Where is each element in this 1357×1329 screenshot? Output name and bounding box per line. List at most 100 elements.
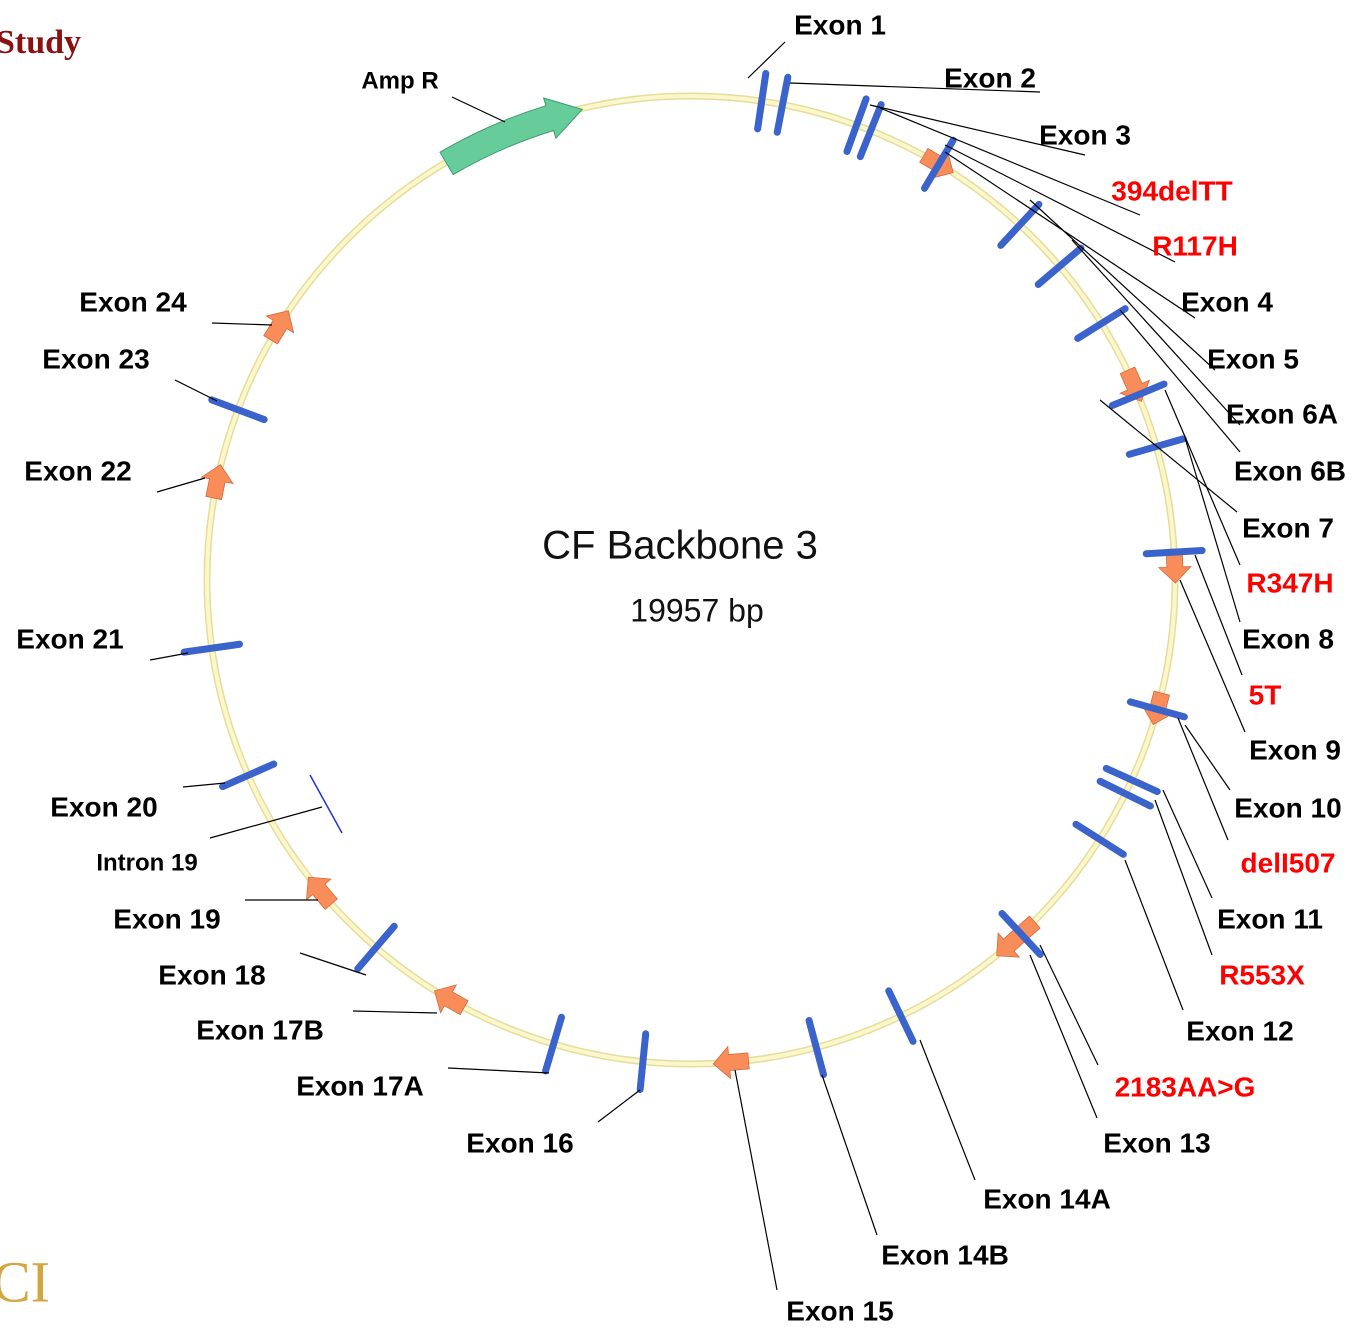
exon-bar (219, 760, 278, 791)
leader-line (1029, 199, 1216, 371)
leader-line (149, 652, 189, 661)
feature-label: Exon 8 (1242, 623, 1334, 654)
feature-label: Exon 17B (196, 1014, 324, 1045)
exon-bar (843, 95, 870, 156)
leader-line (156, 477, 206, 493)
feature-label: Exon 6A (1226, 398, 1338, 429)
map-size: 19957 bp (630, 592, 763, 628)
leader-line (879, 107, 1141, 216)
leader-line (182, 782, 226, 788)
leader-line (734, 1069, 778, 1291)
leader-line (1119, 309, 1241, 453)
feature-label: Exon 20 (50, 791, 157, 822)
feature-arrow (434, 984, 469, 1016)
feature-label: Exon 23 (42, 343, 149, 374)
feature-label: 5T (1249, 679, 1282, 710)
leader-line (789, 82, 1041, 93)
leader-line (1162, 789, 1213, 899)
feature-label: Exon 21 (16, 623, 123, 654)
feature-label: R347H (1246, 567, 1333, 598)
leader-line (919, 1039, 976, 1181)
feature-label: Exon 24 (79, 286, 187, 317)
feature-label: Exon 9 (1249, 734, 1341, 765)
exon-bar (1096, 777, 1154, 810)
map-name: CF Backbone 3 (542, 524, 818, 568)
exon-bar (208, 396, 268, 424)
feature-label: Amp R (361, 67, 438, 94)
feature-label: Exon 22 (24, 455, 131, 486)
exon-bar (920, 136, 957, 192)
exon-bar (542, 1013, 565, 1075)
exon-bar (998, 909, 1044, 958)
feature-label: Exon 11 (1217, 903, 1323, 934)
logo: CI (0, 1249, 50, 1314)
feature-arrow (712, 1045, 750, 1080)
exon-bar (997, 200, 1043, 249)
exon-bar (805, 1016, 828, 1079)
exon-bar (885, 987, 917, 1045)
leader-line (1029, 954, 1098, 1119)
feature-label: Exon 1 (794, 9, 886, 40)
exon-bar (1072, 820, 1127, 858)
leader-line (352, 1010, 438, 1014)
leader-line (451, 96, 506, 123)
leader-line (747, 41, 786, 79)
leader-line (1184, 437, 1241, 623)
intron-marker (309, 774, 343, 834)
feature-label: R117H (1152, 230, 1238, 261)
exon-bar (754, 69, 770, 133)
feature-label: Exon 10 (1234, 792, 1341, 823)
feature-label: Exon 14B (881, 1239, 1009, 1270)
feature-label: Exon 14A (983, 1183, 1111, 1214)
leader-line (1071, 239, 1241, 426)
leader-line (1184, 724, 1231, 791)
exon-bar (636, 1030, 650, 1093)
leader-line (299, 952, 367, 976)
leader-line (944, 151, 1196, 319)
feature-label: Intron 19 (96, 849, 197, 876)
feature-label: Exon 16 (466, 1127, 573, 1158)
feature-label: Exon 18 (158, 959, 265, 990)
feature-label: Exon 12 (1186, 1015, 1293, 1046)
leader-line (209, 806, 323, 839)
exon-bar (1108, 380, 1168, 409)
amp-r-arrow (439, 97, 584, 176)
leader-line (821, 1074, 878, 1236)
exon-bar (1126, 698, 1188, 721)
feature-label: Exon 15 (786, 1295, 893, 1326)
leader-line (1124, 859, 1184, 1011)
leader-line (1039, 944, 1099, 1066)
leader-line (1099, 399, 1238, 513)
exon-bar (1102, 764, 1161, 796)
leader-line (1154, 799, 1213, 956)
leader-line (1177, 717, 1229, 841)
exon-bar (773, 73, 792, 136)
exon-bar (1034, 244, 1085, 288)
exon-bar (180, 640, 244, 656)
exon-bar (856, 101, 885, 161)
feature-label: 394delTT (1111, 175, 1232, 206)
feature-label: delI507 (1241, 847, 1336, 878)
feature-label: Exon 4 (1181, 286, 1273, 317)
leader-line (944, 144, 1176, 263)
leader-line (174, 379, 218, 402)
leader-line (1179, 579, 1246, 733)
feature-label: Exon 17A (296, 1070, 424, 1101)
exon-bar (1142, 547, 1206, 558)
leader-line (211, 322, 273, 326)
feature-label: Exon 13 (1103, 1127, 1210, 1158)
feature-label: Exon 7 (1242, 512, 1334, 543)
leader-line (1164, 389, 1241, 566)
feature-arrow (263, 310, 295, 345)
leader-line (869, 104, 1086, 156)
feature-label: Exon 6B (1234, 455, 1346, 486)
feature-label: Exon 19 (113, 903, 220, 934)
feature-label: Exon 5 (1207, 343, 1299, 374)
feature-arrow (306, 876, 338, 910)
feature-arrow (200, 464, 234, 501)
leader-line (597, 1089, 641, 1123)
leader-line (447, 1067, 550, 1074)
feature-arrow (996, 915, 1041, 958)
feature-label: R553X (1219, 959, 1305, 990)
